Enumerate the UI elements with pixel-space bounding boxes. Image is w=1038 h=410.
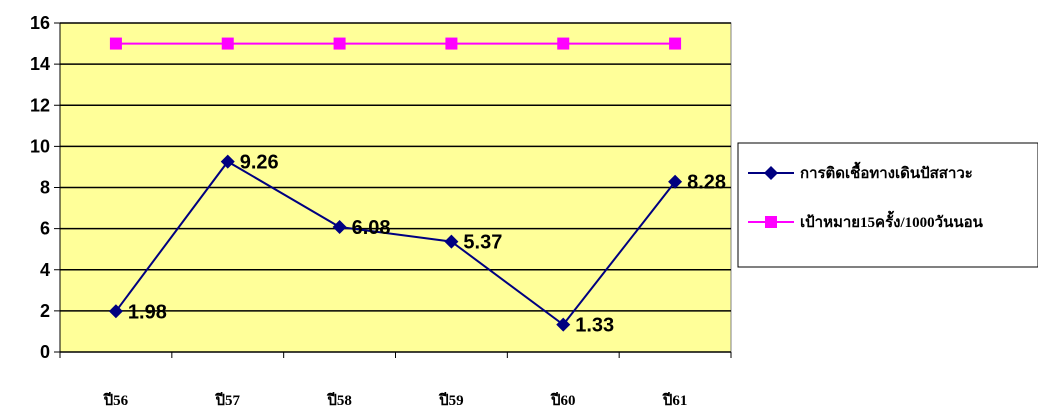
data-point-marker xyxy=(444,234,459,249)
legend-item-series-1: การติดเชื้อทางเดินปัสสาวะ xyxy=(748,161,973,182)
data-point-marker xyxy=(557,37,570,50)
gridlines xyxy=(60,22,731,312)
y-tick-label: 14 xyxy=(30,54,50,74)
data-labels: 1.98 9.26 6.08 5.37 1.33 8.28 xyxy=(128,152,726,337)
data-label: 1.33 xyxy=(575,315,614,337)
data-point-marker xyxy=(332,219,347,234)
x-tick-label: ปี61 xyxy=(662,392,687,409)
axes: 0 2 4 6 8 10 12 14 16 ปี56 ปี57 ปี58 ปี59 ปี60 ปี61 xyxy=(30,13,732,409)
x-tick-label: ปี60 xyxy=(550,392,575,409)
y-tick-label: 12 xyxy=(30,95,50,115)
legend-label-2: เป้าหมาย15ครั้ง/1000วันนอน xyxy=(800,210,984,231)
x-tick-label: ปี57 xyxy=(215,392,241,409)
data-point-marker xyxy=(445,37,458,50)
data-point-marker xyxy=(556,317,571,332)
data-point-marker xyxy=(668,174,683,189)
y-tick-label: 8 xyxy=(40,178,50,198)
x-tick-label: ปี58 xyxy=(326,392,351,409)
data-point-marker xyxy=(221,37,234,50)
data-label: 8.28 xyxy=(687,172,726,194)
series-line-1 xyxy=(115,160,676,327)
y-tick-label: 6 xyxy=(40,219,50,239)
data-point-marker xyxy=(108,304,123,319)
y-tick-label: 0 xyxy=(40,342,50,362)
legend-diamond-icon xyxy=(764,166,778,180)
data-point-marker xyxy=(333,37,346,50)
data-point-marker xyxy=(109,37,122,50)
x-tick-label: ปี59 xyxy=(438,392,463,409)
legend: การติดเชื้อทางเดินปัสสาวะ เป้าหมาย15ครั้… xyxy=(737,142,1038,268)
legend-square-icon xyxy=(765,216,777,228)
data-point-marker xyxy=(220,154,235,169)
data-label: 5.37 xyxy=(463,232,502,254)
legend-label-1: การติดเชื้อทางเดินปัสสาวะ xyxy=(800,161,973,182)
y-tick-label: 4 xyxy=(40,260,50,280)
x-tick-label: ปี56 xyxy=(103,392,129,409)
data-point-marker xyxy=(669,37,682,50)
y-tick-label: 16 xyxy=(30,13,50,33)
data-label: 6.08 xyxy=(352,217,391,239)
y-tick-label: 10 xyxy=(30,136,50,156)
data-label: 1.98 xyxy=(128,301,167,323)
data-label: 9.26 xyxy=(240,152,279,174)
legend-item-series-2: เป้าหมาย15ครั้ง/1000วันนอน xyxy=(748,210,984,231)
legend-box xyxy=(737,142,1038,268)
series-layer xyxy=(108,37,683,332)
y-tick-label: 2 xyxy=(40,301,50,321)
